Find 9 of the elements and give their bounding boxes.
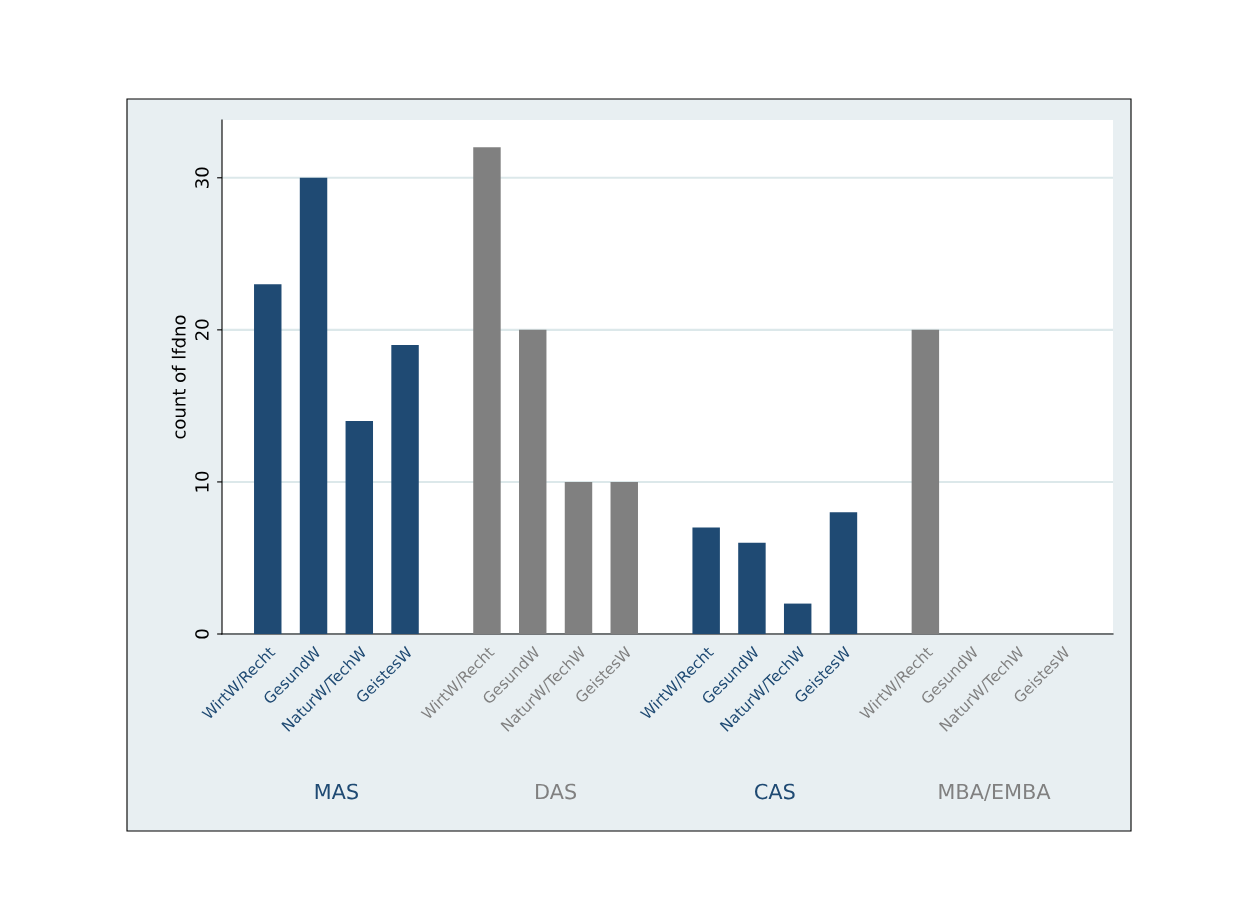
text: MBA/EMBA	[939, 783, 1051, 802]
y-tick-label: 0	[195, 629, 209, 639]
y-tick-label: 20	[195, 319, 209, 341]
text: MAS	[315, 783, 358, 800]
y-tick-label: 10	[195, 471, 209, 492]
y-axis-title: count of lfdno	[171, 315, 186, 439]
text: CAS	[754, 783, 795, 800]
text: DAS	[536, 783, 577, 800]
y-tick-label: 30	[195, 167, 209, 188]
